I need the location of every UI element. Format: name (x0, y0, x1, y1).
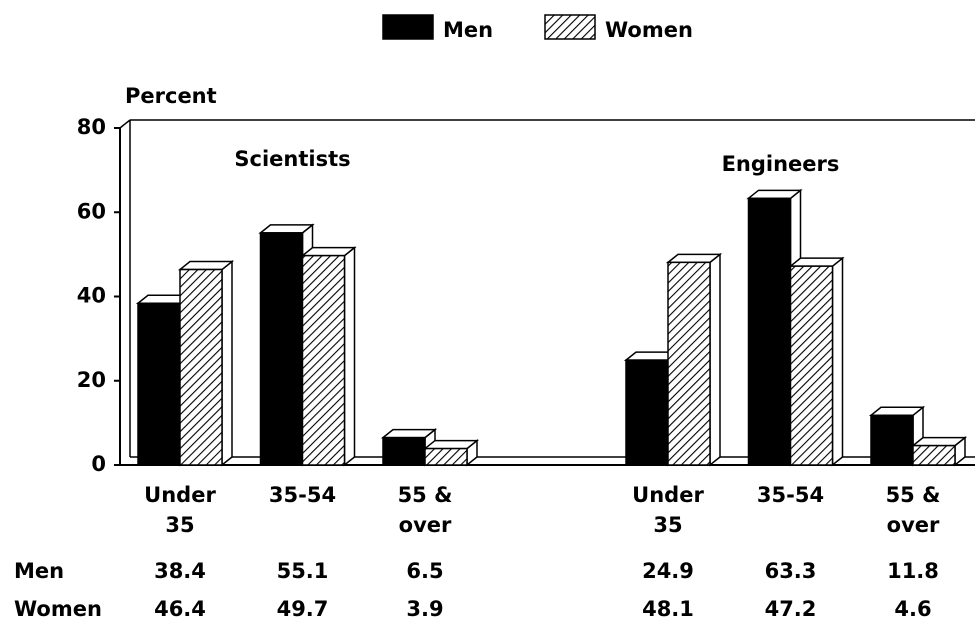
legend-label: Men (443, 18, 493, 42)
y-tick-label: 80 (77, 115, 106, 139)
bar (424, 447, 468, 466)
plot-top (119, 119, 131, 129)
table-value: 63.3 (765, 559, 817, 583)
bar (747, 197, 792, 466)
bar (259, 232, 304, 466)
bar-top (788, 257, 845, 267)
table-row-label: Men (14, 559, 64, 583)
bar (301, 254, 346, 466)
bar (382, 436, 426, 466)
x-tick-label: Under 35 (632, 483, 704, 537)
table-value: 6.5 (406, 559, 443, 583)
bar (625, 359, 669, 466)
y-tick-label: 20 (77, 368, 106, 392)
table-value: 47.2 (765, 597, 817, 621)
bar (179, 268, 223, 466)
x-tick-label: 55 & over (397, 483, 453, 537)
bar-top (177, 260, 235, 271)
bar (667, 261, 711, 466)
table-value: 4.6 (894, 597, 931, 621)
table-value: 11.8 (887, 559, 939, 583)
bar-top (910, 436, 968, 447)
bar (870, 414, 914, 466)
legend-label: Women (605, 18, 693, 42)
bar (137, 302, 181, 466)
bar-top (300, 246, 357, 257)
bar (789, 265, 834, 466)
bar-side (343, 246, 356, 467)
y-tick-label: 0 (91, 452, 106, 476)
legend-swatch (382, 14, 434, 40)
legend-swatch (544, 14, 596, 40)
table-value: 24.9 (642, 559, 694, 583)
table-value: 55.1 (277, 559, 329, 583)
bar (912, 444, 956, 466)
bar-top (380, 428, 438, 439)
y-axis-label: Percent (125, 84, 217, 108)
table-value: 46.4 (154, 597, 206, 621)
bar-side (831, 256, 844, 467)
bar-top (422, 439, 480, 450)
y-tick-label: 60 (77, 199, 106, 223)
bar-top (665, 253, 723, 264)
x-tick-label: 55 & over (885, 483, 941, 537)
bar-top (258, 224, 315, 234)
bar-top (746, 189, 803, 200)
bar-side (221, 259, 233, 467)
table-value: 48.1 (642, 597, 694, 621)
group-label: Engineers (722, 152, 840, 176)
table-row-label: Women (14, 597, 102, 621)
table-value: 38.4 (154, 559, 206, 583)
bar-top (868, 406, 926, 417)
bar-side (709, 252, 721, 467)
x-tick-label: 35-54 (268, 483, 337, 507)
table-value: 49.7 (277, 597, 329, 621)
x-tick-label: 35-54 (756, 483, 825, 507)
x-tick-label: Under 35 (144, 483, 216, 537)
y-tick-label: 40 (77, 284, 106, 308)
group-label: Scientists (234, 147, 350, 171)
table-value: 3.9 (406, 597, 443, 621)
